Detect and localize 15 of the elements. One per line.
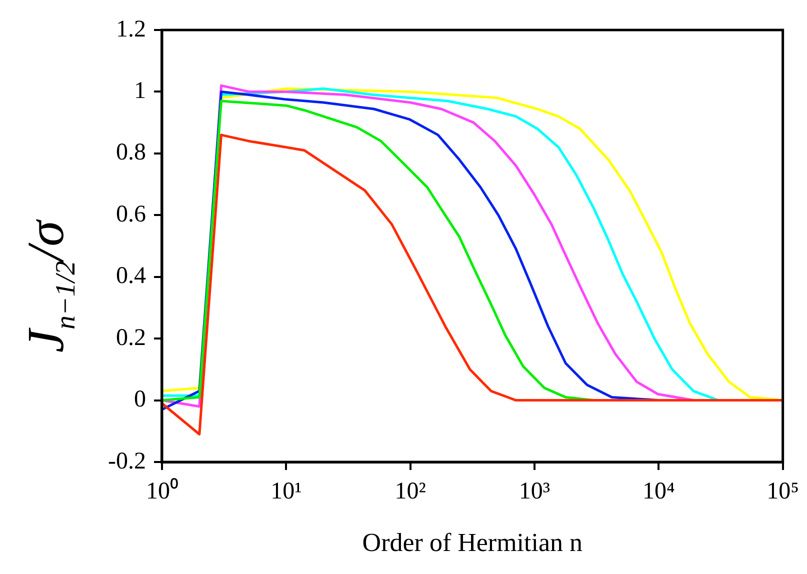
y-tick-label: 0.4	[116, 263, 146, 290]
y-tick-label: 0	[134, 386, 146, 413]
y-tick-label: -0.2	[108, 448, 146, 474]
y-tick-label: 0.6	[116, 201, 146, 228]
y-tick-label: 0.8	[116, 140, 146, 166]
y-tick-label: 0.2	[116, 324, 146, 351]
x-tick-label: 10⁰	[146, 478, 178, 505]
x-tick-label: 10²	[394, 478, 426, 505]
x-tick-label: 10⁴	[642, 478, 675, 505]
x-tick-label: 10³	[518, 478, 550, 505]
y-tick-label: 1.2	[116, 16, 146, 42]
x-tick-label: 10¹	[270, 478, 302, 505]
y-tick-label: 1	[134, 78, 146, 104]
x-tick-label: 10⁵	[766, 478, 800, 505]
x-axis-title: Order of Hermitian n	[362, 528, 583, 558]
